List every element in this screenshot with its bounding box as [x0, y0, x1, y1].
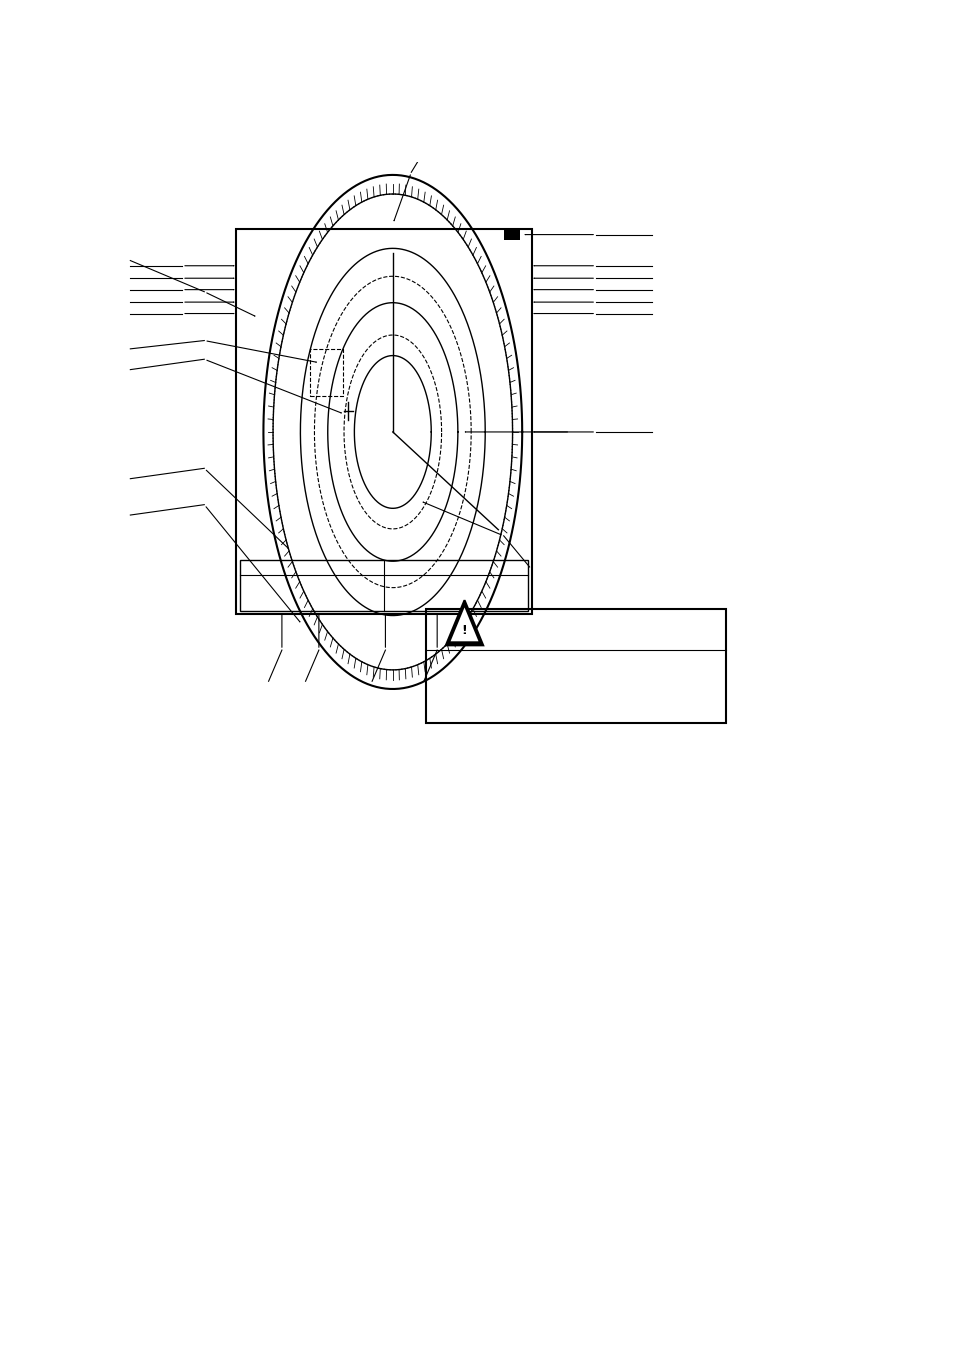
Text: !: ! [461, 625, 467, 637]
Polygon shape [445, 600, 482, 645]
Bar [235, 229, 531, 614]
Bar [310, 349, 343, 395]
Bar [239, 560, 528, 611]
Polygon shape [450, 607, 478, 641]
Bar [426, 608, 724, 723]
Bar [503, 229, 519, 240]
